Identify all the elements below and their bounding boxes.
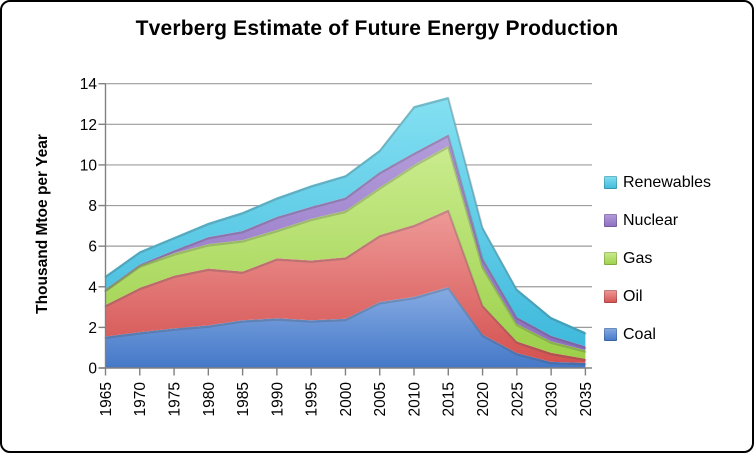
area-renewables [105,96,586,347]
band-edge-shadow [104,134,587,349]
legend-label-coal: Coal [623,325,656,343]
x-tick-label: 2000 [338,382,355,417]
x-tick-label: 1975 [166,382,183,416]
area-oil [105,209,586,363]
legend-item-gas: Gas [604,249,711,268]
legend-item-coal: Coal [604,325,711,344]
chart-title: Tverberg Estimate of Future Energy Produ… [135,17,619,40]
band-edge-shadow [104,287,587,366]
x-tick-label: 1970 [132,382,149,417]
y-tick-label: 2 [88,320,97,337]
area-nuclear [105,134,586,351]
legend-label-oil: Oil [623,287,643,305]
legend: Renewables Nuclear Gas Oil Coal [604,173,711,344]
y-tick-label: 0 [88,361,97,378]
legend-label-nuclear: Nuclear [623,211,679,229]
legend-swatch-renewables [604,176,617,189]
legend-swatch-oil [604,290,617,303]
x-tick-label: 2035 [578,382,595,416]
legend-label-gas: Gas [623,249,653,267]
legend-item-nuclear: Nuclear [604,211,711,230]
x-tick-label: 1965 [98,382,115,416]
band-edge-shadow [104,209,587,362]
legend-swatch-gas [604,252,617,265]
y-tick-label: 14 [80,76,98,93]
y-tick-label: 12 [80,117,97,134]
y-tick-label: 4 [88,279,97,296]
x-tick-label: 2010 [406,382,423,417]
y-tick-label: 6 [88,239,97,256]
y-tick-label: 10 [80,157,98,174]
band-edge-shadow [104,145,587,353]
legend-swatch-nuclear [604,214,617,227]
band-edge-shadow [104,97,587,335]
legend-swatch-coal [604,328,617,341]
x-tick-label: 1980 [201,382,218,417]
x-tick-label: 2015 [441,382,458,416]
y-tick-label: 8 [88,198,97,215]
x-tick-label: 2025 [509,382,526,416]
legend-item-oil: Oil [604,287,711,306]
legend-label-renewables: Renewables [623,173,712,191]
x-tick-label: 2030 [544,382,561,417]
legend-item-renewables: Renewables [604,173,711,192]
x-tick-label: 1995 [304,382,321,416]
x-tick-label: 2020 [475,382,492,417]
area-gas [105,145,586,359]
x-tick-label: 1985 [235,382,252,416]
x-tick-label: 2005 [372,382,389,416]
x-tick-label: 1990 [269,382,286,417]
area-coal [105,287,586,368]
